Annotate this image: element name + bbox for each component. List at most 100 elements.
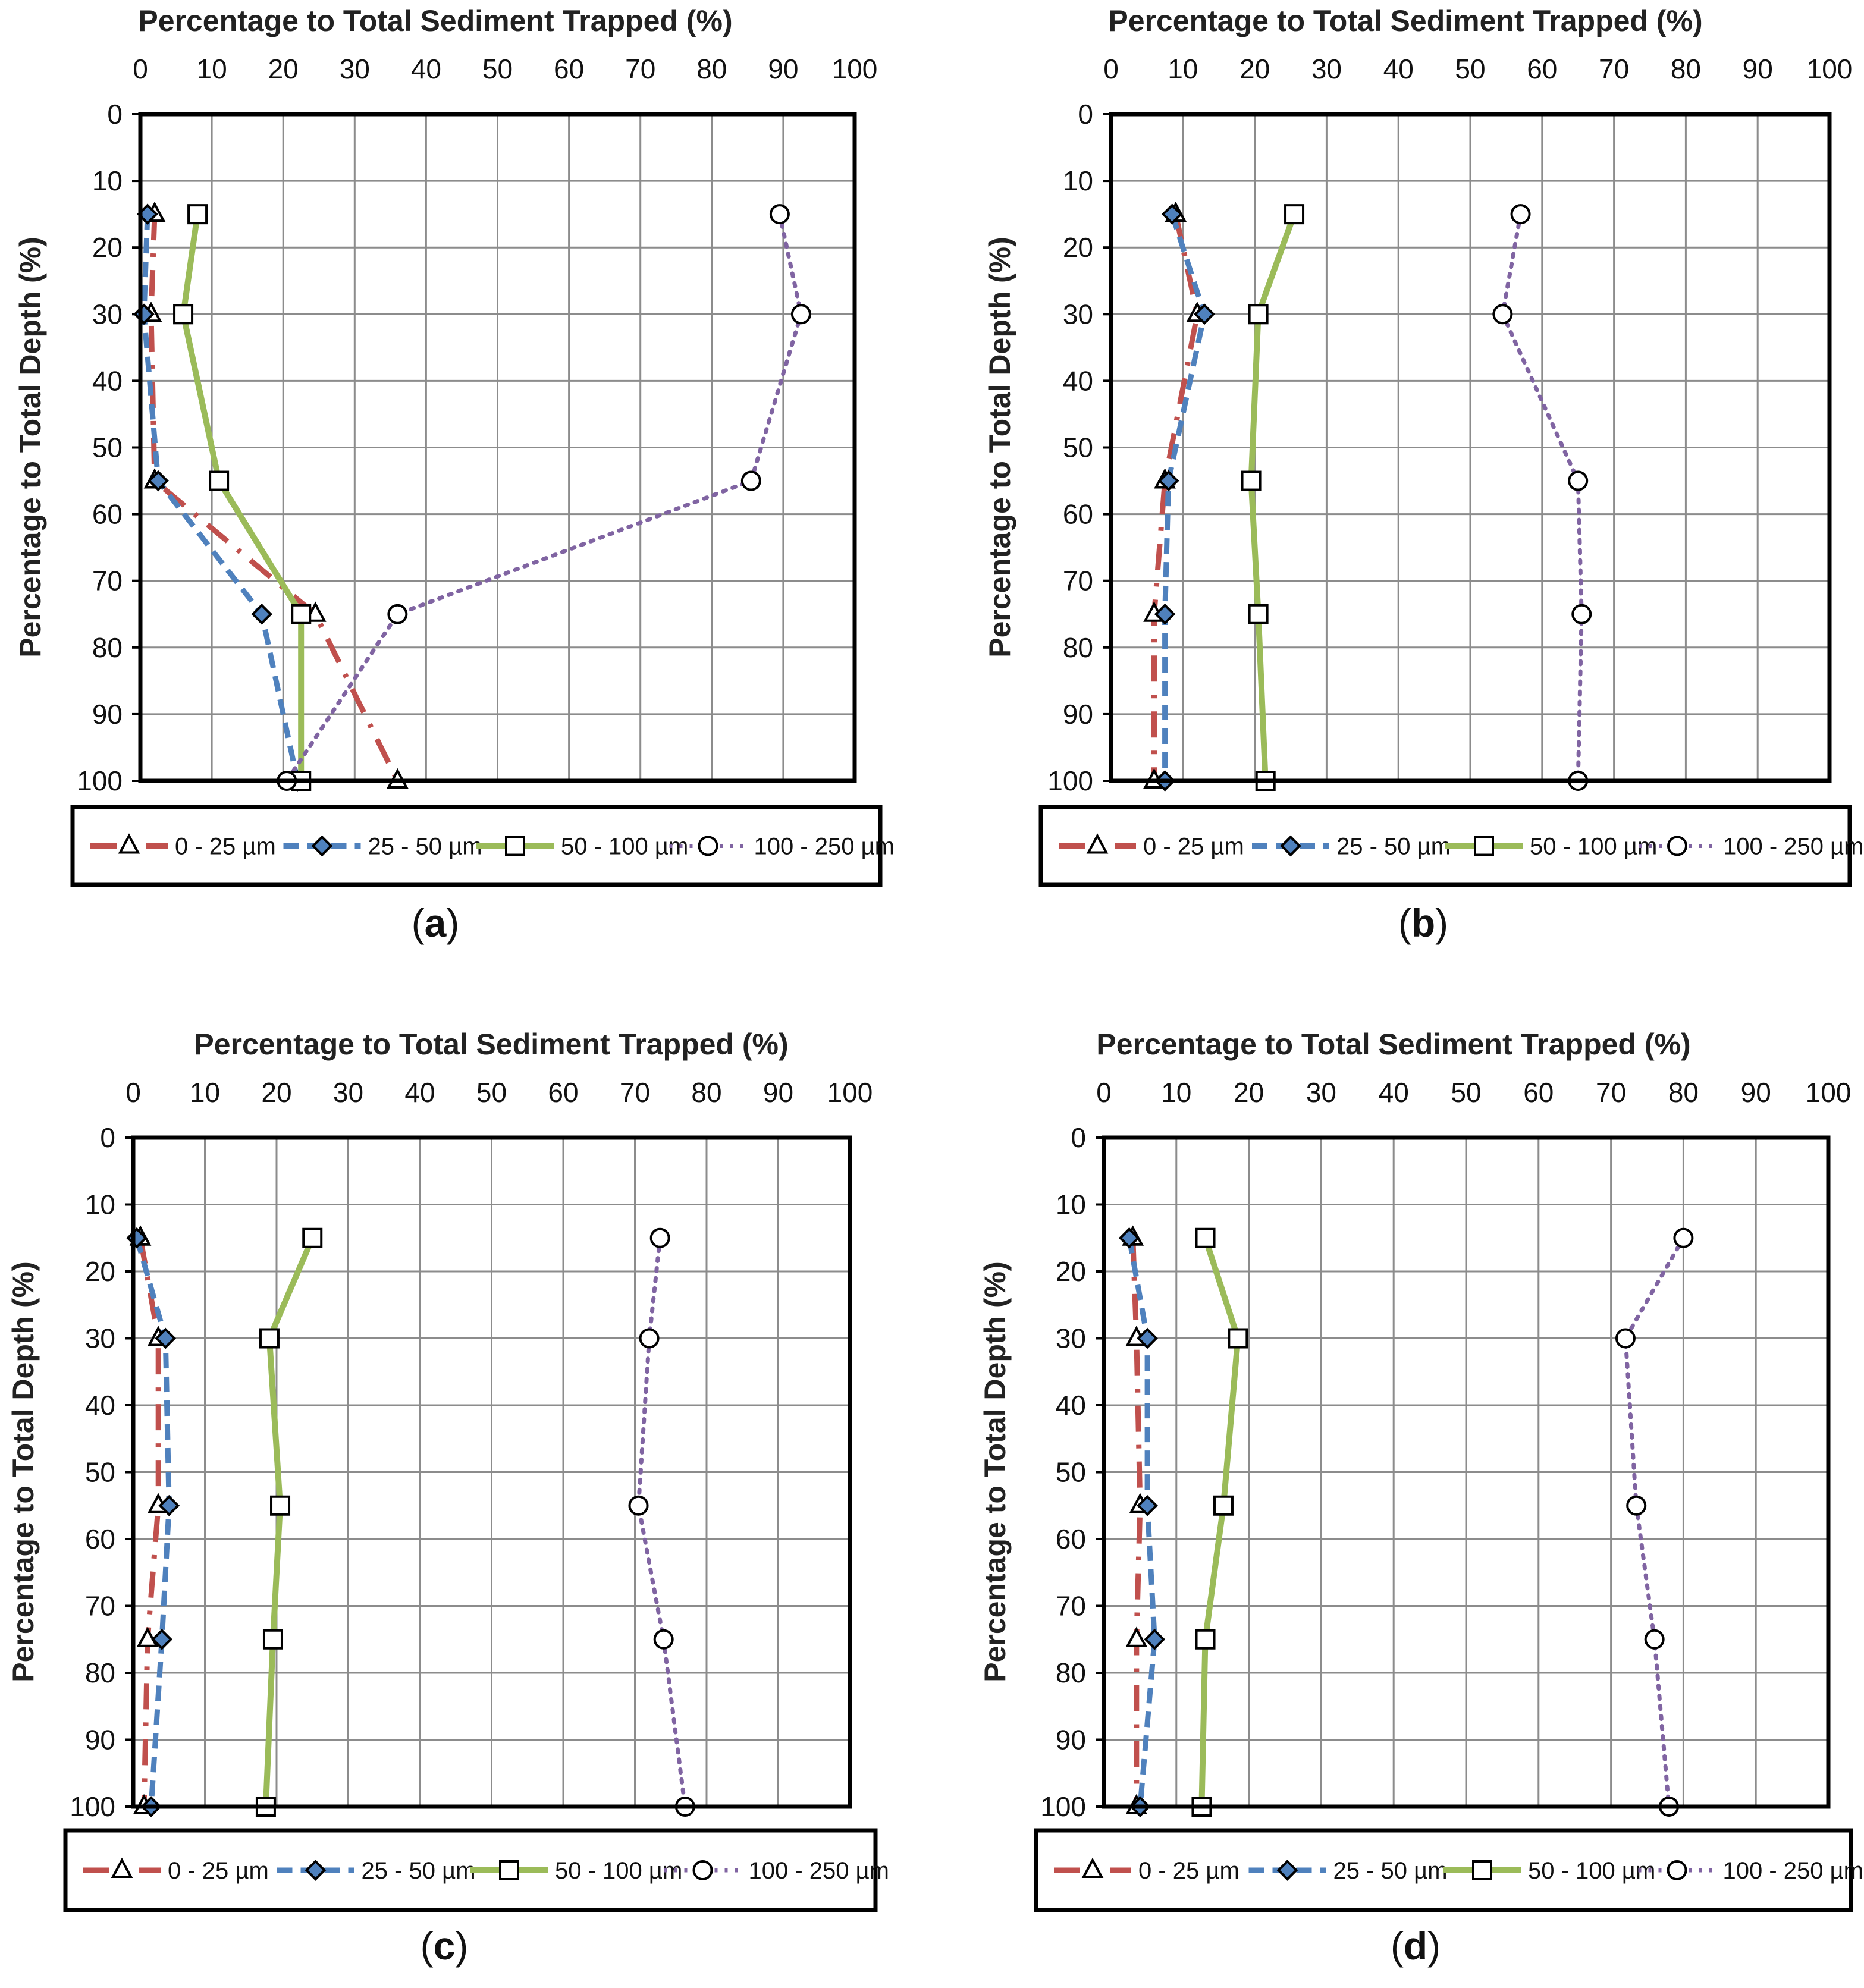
legend-label-4: 100 - 250 µm <box>749 1858 890 1884</box>
y-tick-label: 50 <box>1063 432 1093 463</box>
series-line-1 <box>137 1238 161 1807</box>
caption-paren-close: ) <box>1427 1924 1441 1968</box>
plot-border <box>1102 1135 1831 1809</box>
data-point-diamond <box>1144 1628 1166 1650</box>
data-point-circle <box>1492 304 1513 325</box>
y-tick-label: 20 <box>1056 1256 1086 1287</box>
data-point-square <box>1248 604 1269 624</box>
legend-marker-triangle <box>111 1857 133 1878</box>
y-tick-label: 20 <box>92 232 123 263</box>
legend-label-4: 100 - 250 µm <box>754 834 895 860</box>
y-tick-label: 40 <box>92 365 123 396</box>
x-tick-label: 0 <box>133 54 148 84</box>
y-tick-label: 50 <box>1056 1457 1086 1488</box>
x-tick-label: 20 <box>1239 54 1270 84</box>
x-tick-label: 60 <box>1527 54 1557 84</box>
y-tick-label: 40 <box>1063 365 1093 396</box>
data-point-square <box>1241 470 1262 491</box>
y-tick-label: 0 <box>1078 99 1093 130</box>
legend-marker-square <box>505 836 525 856</box>
panel-caption: (a) <box>412 901 460 945</box>
legend-label-1: 0 - 25 µm <box>1143 834 1244 860</box>
legend-marker-diamond <box>1280 835 1301 857</box>
legend-label-3: 50 - 100 µm <box>1530 834 1657 860</box>
data-point-square <box>291 604 312 624</box>
caption-paren-open: ( <box>412 901 425 945</box>
legend-marker-square <box>1472 1860 1492 1880</box>
data-point-square <box>1284 204 1305 225</box>
y-tick-label: 90 <box>1056 1725 1086 1755</box>
y-tick-label: 70 <box>1063 566 1093 596</box>
x-tick-label: 10 <box>190 1077 220 1108</box>
data-point-circle <box>653 1629 674 1650</box>
plot-border <box>1109 112 1832 783</box>
data-point-square <box>173 304 194 325</box>
caption-paren-open: ( <box>1398 901 1411 945</box>
y-tick-label: 100 <box>70 1791 115 1822</box>
data-point-triangle <box>136 1626 159 1647</box>
y-tick-label: 30 <box>85 1323 115 1354</box>
y-tick-label: 50 <box>92 432 123 463</box>
plot-border <box>131 1135 852 1809</box>
data-point-circle <box>769 204 790 225</box>
x-tick-label: 10 <box>1168 54 1198 84</box>
y-tick-label: 60 <box>1056 1524 1086 1554</box>
x-tick-label: 40 <box>411 54 441 84</box>
data-point-square <box>1248 304 1269 325</box>
x-tick-label: 20 <box>268 54 299 84</box>
legend-label-4: 100 - 250 µm <box>1723 1858 1864 1884</box>
legend-marker-circle <box>698 836 718 856</box>
x-tick-label: 10 <box>1161 1077 1191 1108</box>
data-point-square <box>1213 1495 1234 1516</box>
y-tick-label: 30 <box>92 299 123 329</box>
legend-label-2: 25 - 50 µm <box>1336 834 1451 860</box>
series-line-1 <box>148 213 400 782</box>
x-axis-title: Percentage to Total Sediment Trapped (%) <box>1108 4 1702 37</box>
y-tick-label: 20 <box>85 1256 115 1287</box>
x-tick-label: 0 <box>125 1077 141 1108</box>
data-point-square <box>302 1227 323 1248</box>
data-point-square <box>262 1629 283 1650</box>
x-tick-label: 50 <box>1455 54 1485 84</box>
legend-label-3: 50 - 100 µm <box>1528 1858 1655 1884</box>
panel-caption: (b) <box>1398 901 1448 945</box>
x-tick-label: 90 <box>1741 1077 1771 1108</box>
y-tick-label: 80 <box>85 1657 115 1688</box>
y-tick-label: 80 <box>1056 1657 1086 1688</box>
y-tick-label: 40 <box>85 1390 115 1421</box>
data-point-circle <box>1510 204 1531 225</box>
legend-label-1: 0 - 25 µm <box>168 1858 269 1884</box>
y-tick-label: 60 <box>92 499 123 530</box>
series-line-1 <box>1151 213 1200 781</box>
y-tick-label: 0 <box>107 99 123 130</box>
y-tick-label: 80 <box>1063 632 1093 663</box>
caption-letter: c <box>434 1924 456 1968</box>
data-point-diamond <box>155 1327 177 1349</box>
data-point-square <box>1195 1227 1216 1248</box>
legend-marker-square <box>1474 836 1494 856</box>
y-tick-label: 30 <box>1056 1323 1086 1354</box>
caption-paren-close: ) <box>1435 901 1448 945</box>
x-tick-label: 60 <box>548 1077 578 1108</box>
y-tick-label: 60 <box>1063 499 1093 530</box>
x-tick-label: 70 <box>625 54 655 84</box>
y-tick-label: 90 <box>92 699 123 730</box>
x-tick-label: 70 <box>1596 1077 1626 1108</box>
caption-paren-close: ) <box>446 901 459 945</box>
data-point-diamond <box>1118 1227 1140 1249</box>
data-point-circle <box>649 1227 670 1248</box>
y-axis-title: Percentage to Total Depth (%) <box>7 1261 40 1682</box>
legend: 0 - 25 µm 25 - 50 µm 50 - 100 µm 100 - 250 … <box>70 805 895 887</box>
data-point-triangle <box>1125 1626 1148 1647</box>
x-tick-label: 100 <box>1806 1077 1852 1108</box>
x-tick-label: 100 <box>1807 54 1853 84</box>
data-point-square <box>1228 1328 1248 1349</box>
legend-marker-diamond <box>305 1860 327 1881</box>
legend-label-2: 25 - 50 µm <box>1333 1858 1448 1884</box>
x-tick-label: 20 <box>261 1077 291 1108</box>
data-point-diamond <box>1157 470 1179 492</box>
data-point-square <box>1195 1629 1216 1650</box>
x-tick-label: 30 <box>340 54 370 84</box>
chart-panel-a: 0 10 20 30 40 50 60 70 80 90 100 0 10 20 30 40 50 60 70 80 9… <box>14 4 895 945</box>
x-tick-label: 70 <box>620 1077 650 1108</box>
